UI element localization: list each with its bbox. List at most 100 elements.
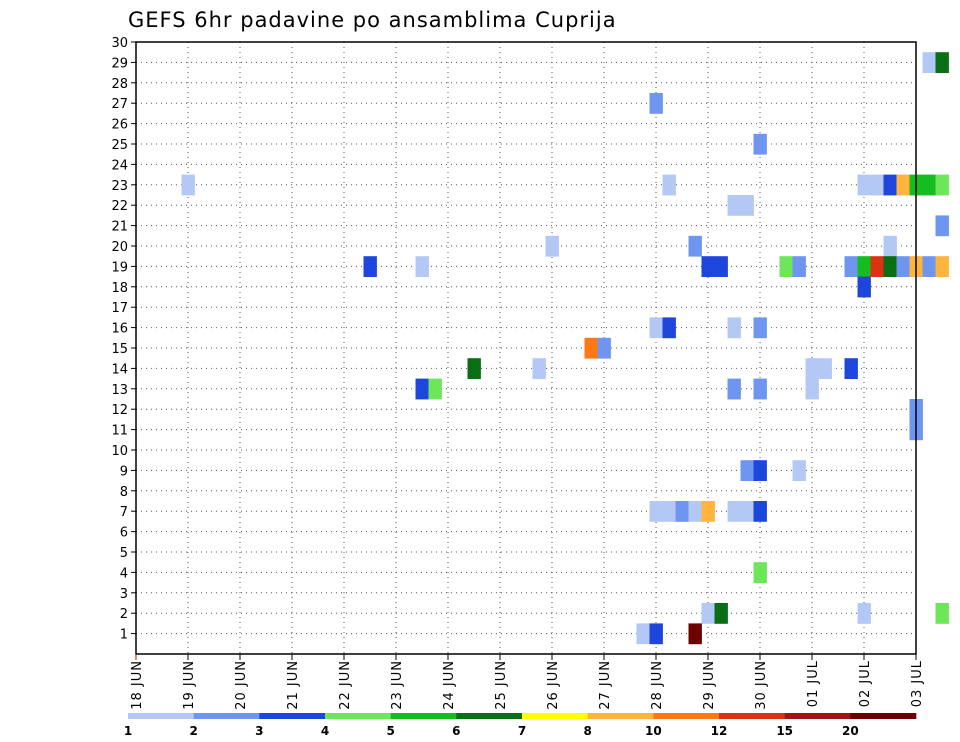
legend-swatch bbox=[587, 713, 654, 719]
precip-cell bbox=[935, 52, 949, 73]
precip-cell bbox=[428, 378, 442, 400]
x-tick-label: 28 JUN bbox=[650, 660, 665, 710]
precip-cell bbox=[675, 501, 689, 522]
precip-cell bbox=[753, 133, 767, 155]
precip-cell bbox=[753, 501, 767, 522]
precip-cell bbox=[714, 256, 728, 277]
precip-cell bbox=[935, 215, 949, 237]
y-tick-label: 7 bbox=[120, 505, 128, 520]
legend-swatch bbox=[456, 713, 523, 719]
legend-label: 10 bbox=[645, 724, 662, 738]
precip-cell bbox=[649, 623, 663, 645]
legend-label: 4 bbox=[321, 724, 329, 738]
legend-label: 1 bbox=[124, 724, 132, 738]
precip-cell bbox=[753, 378, 767, 400]
precip-cell bbox=[792, 256, 806, 277]
y-tick-label: 26 bbox=[111, 118, 128, 133]
precip-cell bbox=[467, 358, 481, 379]
precip-cell bbox=[753, 562, 767, 583]
precip-cell bbox=[532, 358, 546, 379]
x-tick-label: 03 JUL bbox=[910, 660, 925, 707]
precip-cell bbox=[701, 256, 715, 277]
precip-cell bbox=[935, 174, 949, 196]
y-tick-label: 4 bbox=[120, 566, 128, 581]
x-tick-label: 22 JUN bbox=[338, 660, 353, 710]
precip-cell bbox=[753, 460, 767, 481]
y-tick-label: 5 bbox=[120, 546, 128, 561]
y-tick-label: 10 bbox=[111, 444, 128, 459]
precip-cell bbox=[935, 603, 949, 624]
y-tick-label: 14 bbox=[111, 362, 128, 377]
precip-cell bbox=[805, 378, 819, 400]
precip-cell bbox=[636, 623, 650, 645]
color-legend: 1 2 3 4 5 6 7 8 10 12 15 20 bbox=[124, 713, 917, 738]
legend-label: 6 bbox=[452, 724, 460, 738]
x-tick-label: 27 JUN bbox=[598, 660, 613, 710]
y-tick-label: 25 bbox=[111, 138, 128, 153]
y-tick-label: 15 bbox=[111, 342, 128, 357]
y-tick-label: 24 bbox=[111, 158, 128, 173]
y-tick-label: 1 bbox=[120, 628, 128, 643]
precip-cell bbox=[844, 256, 858, 277]
precip-cell bbox=[662, 501, 676, 522]
y-tick-label: 3 bbox=[120, 587, 128, 602]
y-tick-label: 21 bbox=[111, 220, 128, 235]
legend-label: 15 bbox=[776, 724, 793, 738]
precip-cell bbox=[740, 460, 754, 481]
x-tick-label: 24 JUN bbox=[442, 660, 457, 710]
legend-label: 12 bbox=[711, 724, 728, 738]
precip-cell bbox=[922, 52, 936, 73]
precip-cell bbox=[844, 358, 858, 379]
grid-lines bbox=[136, 42, 916, 654]
legend-swatch bbox=[128, 713, 194, 719]
y-tick-label: 18 bbox=[111, 281, 128, 296]
precip-cell bbox=[649, 501, 663, 522]
y-tick-label: 16 bbox=[111, 322, 128, 337]
y-tick-label: 30 bbox=[111, 36, 128, 51]
precip-cell bbox=[727, 317, 741, 339]
precip-cell bbox=[922, 256, 936, 277]
precip-cell bbox=[688, 235, 702, 257]
precip-cell bbox=[597, 337, 611, 359]
precip-cell bbox=[935, 256, 949, 277]
precip-cell bbox=[701, 501, 715, 522]
y-tick-label: 29 bbox=[111, 56, 128, 71]
precip-cell bbox=[883, 174, 897, 196]
precip-cell bbox=[688, 623, 702, 645]
precip-cell bbox=[662, 174, 676, 196]
y-tick-label: 11 bbox=[111, 424, 128, 439]
x-tick-label: 01 JUL bbox=[806, 660, 821, 707]
y-tick-label: 17 bbox=[111, 301, 128, 316]
precip-cell bbox=[363, 256, 377, 277]
x-axis: 18 JUN 19 JUN 20 JUN 21 JUN 22 JUN 23 JUN 24 J… bbox=[130, 654, 925, 710]
legend-label: 2 bbox=[189, 724, 197, 738]
legend-swatch bbox=[522, 713, 588, 719]
legend-swatch bbox=[259, 713, 326, 719]
y-tick-label: 19 bbox=[111, 260, 128, 275]
precip-cell bbox=[870, 256, 884, 277]
precip-cell bbox=[545, 235, 559, 257]
x-tick-label: 23 JUN bbox=[390, 660, 405, 710]
y-tick-label: 2 bbox=[120, 607, 128, 622]
precip-cells bbox=[181, 52, 949, 645]
precip-cell bbox=[792, 460, 806, 481]
precip-cell bbox=[649, 317, 663, 339]
x-tick-label: 29 JUN bbox=[702, 660, 717, 710]
precip-cell bbox=[415, 378, 429, 400]
legend-label: 3 bbox=[255, 724, 263, 738]
y-tick-label: 13 bbox=[111, 383, 128, 398]
precip-cell bbox=[857, 256, 871, 277]
legend-swatch bbox=[193, 713, 260, 719]
precip-cell bbox=[753, 317, 767, 339]
precip-cell bbox=[181, 174, 195, 196]
precip-cell bbox=[662, 317, 676, 339]
precip-cell bbox=[740, 195, 754, 216]
y-tick-label: 8 bbox=[120, 485, 128, 500]
legend-swatch bbox=[850, 713, 917, 719]
legend-swatch bbox=[390, 713, 457, 719]
y-tick-label: 27 bbox=[111, 97, 128, 112]
precip-cell bbox=[883, 256, 897, 277]
precip-cell bbox=[857, 174, 871, 196]
x-tick-label: 30 JUN bbox=[754, 660, 769, 710]
precip-cell bbox=[701, 603, 715, 624]
